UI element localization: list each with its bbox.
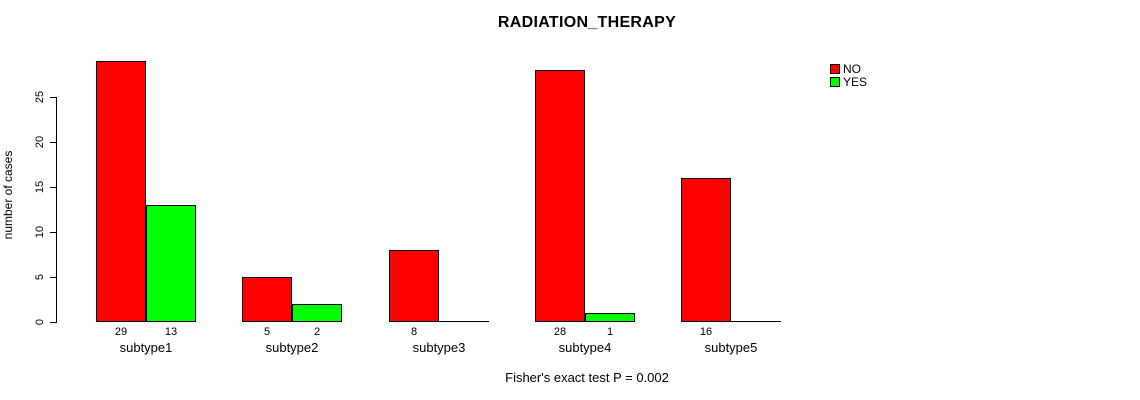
bar-no-subtype4: [535, 70, 585, 322]
y-tick-label: 0: [34, 318, 46, 326]
y-tick: [50, 187, 56, 188]
y-axis-line: [56, 97, 57, 323]
y-tick: [50, 322, 56, 323]
bar-no-subtype2: [242, 277, 292, 322]
bar-no-subtype1: [96, 61, 146, 322]
legend-label-no: NO: [843, 62, 861, 76]
y-tick-label: 25: [34, 90, 46, 104]
y-tick: [50, 232, 56, 233]
bar-value-label: 29: [114, 326, 128, 338]
bar-value-label: 28: [553, 326, 567, 338]
legend-item-no: NO: [830, 63, 867, 75]
legend-swatch-no-icon: [830, 64, 840, 74]
bar-yes-subtype4: [585, 313, 635, 322]
legend-item-yes: YES: [830, 76, 867, 88]
bar-value-label: 1: [606, 326, 614, 338]
bar-no-subtype5: [681, 178, 731, 322]
y-tick-label: 5: [34, 273, 46, 281]
bar-yes-subtype2: [292, 304, 342, 322]
y-tick-label: 10: [34, 225, 46, 239]
bar-yes-subtype1: [146, 205, 196, 322]
category-label-subtype5: subtype5: [704, 340, 758, 355]
chart-title: RADIATION_THERAPY: [497, 14, 677, 31]
y-tick-label: 15: [34, 180, 46, 194]
bar-value-label: 5: [263, 326, 271, 338]
legend: NO YES: [830, 63, 867, 89]
chart-footer: Fisher's exact test P = 0.002: [505, 370, 669, 385]
bar-value-label: 2: [313, 326, 321, 338]
category-label-subtype3: subtype3: [412, 340, 466, 355]
y-tick: [50, 142, 56, 143]
category-label-subtype4: subtype4: [558, 340, 612, 355]
legend-swatch-yes-icon: [830, 77, 840, 87]
bar-value-label: 13: [164, 326, 178, 338]
bar-yes-subtype5-zero: [731, 321, 781, 322]
bar-yes-subtype3-zero: [439, 321, 489, 322]
bar-value-label: 8: [410, 326, 418, 338]
legend-label-yes: YES: [843, 75, 868, 89]
category-label-subtype1: subtype1: [119, 340, 173, 355]
bar-no-subtype3: [389, 250, 439, 322]
category-label-subtype2: subtype2: [265, 340, 319, 355]
y-tick-label: 20: [34, 135, 46, 149]
bar-value-label: 16: [699, 326, 713, 338]
y-tick: [50, 277, 56, 278]
y-tick: [50, 97, 56, 98]
y-axis-title: number of cases: [1, 150, 15, 240]
